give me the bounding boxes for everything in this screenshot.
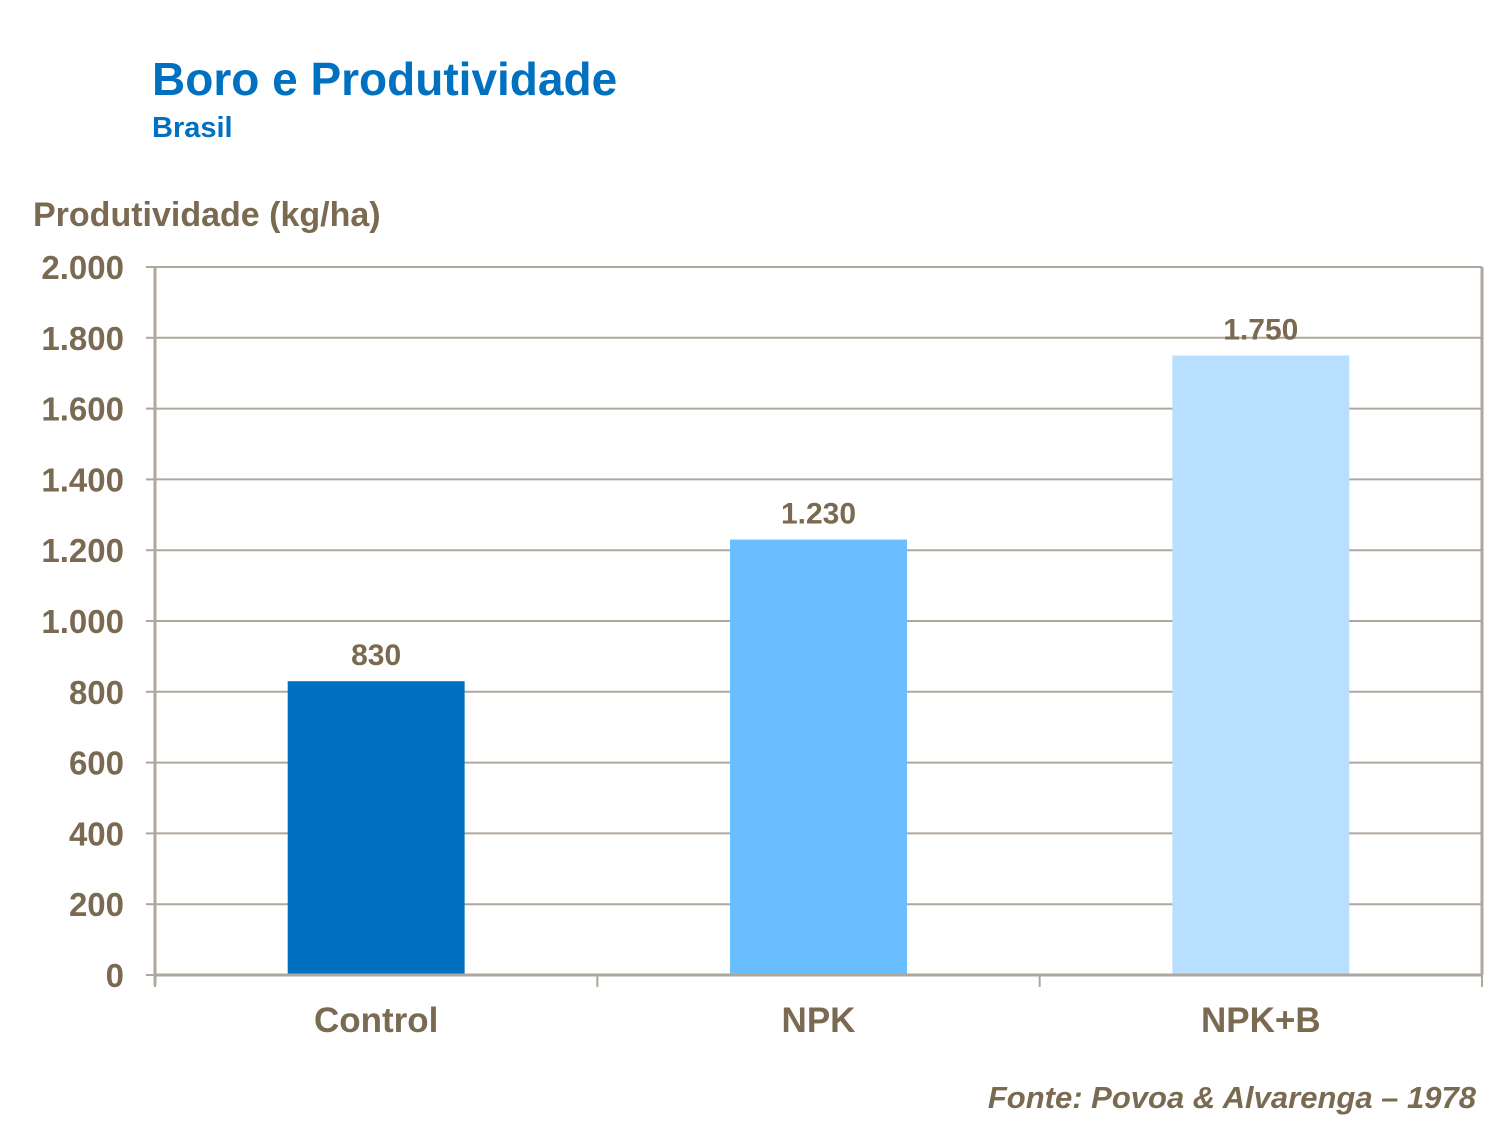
y-tick-label: 400 xyxy=(69,815,124,852)
y-axis-label: Produtividade (kg/ha) xyxy=(33,196,381,234)
data-label: 1.230 xyxy=(781,498,856,531)
y-tick-label: 1.000 xyxy=(41,603,124,640)
y-tick-label: 600 xyxy=(69,745,124,782)
y-tick-label: 200 xyxy=(69,886,124,923)
y-tick-label: 1.200 xyxy=(41,532,124,569)
x-tick-label: NPK+B xyxy=(1201,1001,1321,1040)
bar-npk-b xyxy=(1172,355,1350,975)
y-tick-label: 1.600 xyxy=(41,391,124,428)
y-tick-label: 2.000 xyxy=(41,249,124,286)
chart-source: Fonte: Povoa & Alvarenga – 1978 xyxy=(987,1080,1476,1115)
x-tick-label: NPK xyxy=(782,1001,856,1040)
y-tick-label: 1.400 xyxy=(41,461,124,498)
chart-subtitle: Brasil xyxy=(152,112,233,144)
data-label: 830 xyxy=(351,639,401,672)
chart-title: Boro e Produtividade xyxy=(152,53,618,105)
y-tick-label: 800 xyxy=(69,674,124,711)
bar-npk xyxy=(730,539,907,975)
bar-control xyxy=(287,681,465,975)
y-tick-label: 0 xyxy=(106,957,124,994)
x-tick-label: Control xyxy=(314,1001,438,1040)
data-label: 1.750 xyxy=(1223,314,1298,347)
y-tick-label: 1.800 xyxy=(41,320,124,357)
